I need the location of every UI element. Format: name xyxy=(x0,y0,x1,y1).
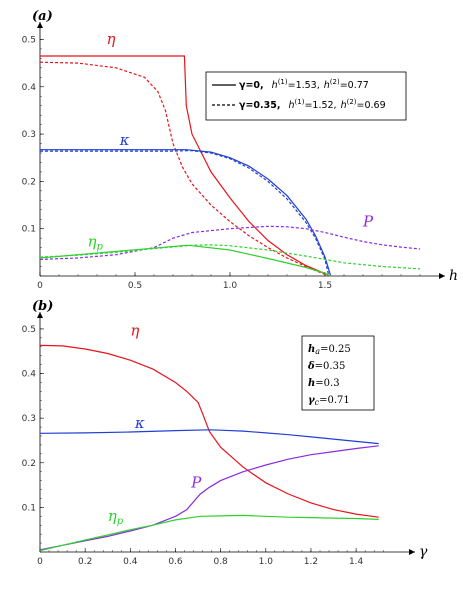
curve-label: η xyxy=(107,30,116,48)
legend-hc2: h xyxy=(324,80,330,91)
x-tick-label: 0.2 xyxy=(78,557,92,567)
y-tick-label: 0.2 xyxy=(22,177,36,187)
x-tick-label: 0.4 xyxy=(123,557,138,567)
y-tick-label: 0.4 xyxy=(22,370,37,380)
curve-label-text: η xyxy=(107,30,116,48)
param-entry: ha=0.25 xyxy=(308,344,351,356)
curve-label-text: η xyxy=(108,507,117,525)
curve-label-text: κ xyxy=(119,131,130,149)
curve-label-sub: p xyxy=(117,516,124,527)
param-value: =0.71 xyxy=(319,395,350,406)
x-tick-label: 0 xyxy=(37,557,43,567)
curve-label-sub: p xyxy=(97,242,104,253)
series-line xyxy=(39,244,421,270)
param-symbol: h xyxy=(308,378,315,389)
param-sub: a xyxy=(315,347,320,356)
panel-label: (a) xyxy=(32,9,53,24)
params-box xyxy=(301,335,375,411)
legend-hc1-val: =1.53, xyxy=(288,80,320,91)
series-line xyxy=(39,514,379,552)
y-tick-label: 0.2 xyxy=(22,459,36,469)
series-line xyxy=(39,445,379,551)
curve-label: P xyxy=(362,212,374,230)
x-axis-label: γ xyxy=(419,544,428,560)
x-tick-label: 0.8 xyxy=(213,557,228,567)
legend-gamma: γ=0.35, xyxy=(239,100,280,111)
curve-label-text: κ xyxy=(134,414,145,432)
x-tick-label: 1.0 xyxy=(223,281,238,291)
y-tick-label: 0.1 xyxy=(22,503,36,513)
panel-b: (b) γ 0 0.2 0.4 0.6 0.8 1.0 1.2 1.4 0.1 0.2 0.3 0.4 0.… xyxy=(22,299,428,567)
series-line xyxy=(40,55,331,277)
param-value: =0.35 xyxy=(315,361,346,372)
param-symbol: γ xyxy=(308,395,315,406)
series-line xyxy=(40,149,330,277)
legend-hc2-sup: (2) xyxy=(347,98,357,106)
y-tick-label: 0.3 xyxy=(22,130,36,140)
x-tick-label: 0.6 xyxy=(168,557,183,567)
y-axis-arrow xyxy=(37,312,43,318)
series-line xyxy=(39,344,379,518)
legend-hc1: h xyxy=(272,80,278,91)
curve-label-text: P xyxy=(362,212,374,230)
legend-hc2-val: =0.77 xyxy=(340,80,369,91)
y-tick-label: 0.5 xyxy=(22,325,36,335)
legend-hc1: h xyxy=(288,100,294,111)
param-symbol: h xyxy=(308,344,315,355)
legend-hc2-val: =0.69 xyxy=(357,100,386,111)
param-symbol: δ xyxy=(307,361,315,372)
legend-entry: γ=0.35, h(1)=1.52, h(2)=0.69 xyxy=(239,98,386,111)
x-axis-arrow xyxy=(409,549,415,555)
x-tick-label: 1.2 xyxy=(304,557,318,567)
curve-label-text: P xyxy=(190,473,202,491)
curve-label: ηp xyxy=(108,507,124,527)
curve-label: ηp xyxy=(88,233,104,253)
param-value: =0.3 xyxy=(315,378,339,389)
curve-label: κ xyxy=(119,131,130,149)
x-axis-arrow xyxy=(439,273,445,279)
panel-label: (b) xyxy=(32,299,53,314)
param-entry: γc=0.71 xyxy=(308,395,350,407)
x-tick-label: 1.0 xyxy=(259,557,274,567)
curve-label-text: η xyxy=(88,233,97,251)
legend-hc1-val: =1.52, xyxy=(304,100,336,111)
series-line xyxy=(39,244,331,277)
curve-label: η xyxy=(130,322,139,340)
y-tick-label: 0.3 xyxy=(22,414,36,424)
x-tick-label: 0.5 xyxy=(128,281,142,291)
x-tick-label: 0 xyxy=(37,281,43,291)
param-sub: c xyxy=(315,398,320,407)
y-tick-label: 0.1 xyxy=(22,225,36,235)
legend-entry: γ=0, h(1)=1.53, h(2)=0.77 xyxy=(239,78,369,91)
legend-hc2-sup: (2) xyxy=(330,78,340,86)
param-entry: h=0.3 xyxy=(308,378,340,389)
param-entry: δ=0.35 xyxy=(307,361,345,372)
series-line xyxy=(39,225,421,260)
legend-hc1-sup: (1) xyxy=(278,78,288,86)
legend-hc1-sup: (1) xyxy=(295,98,305,106)
curve-label-text: η xyxy=(130,322,139,340)
curve-label: κ xyxy=(134,414,145,432)
series-line xyxy=(39,61,330,277)
y-tick-label: 0.4 xyxy=(22,83,37,93)
x-tick-label: 1.4 xyxy=(349,557,364,567)
y-axis-arrow xyxy=(37,22,43,28)
curve-label: P xyxy=(190,473,202,491)
y-tick-label: 0.5 xyxy=(22,35,36,45)
legend-hc2: h xyxy=(341,100,347,111)
x-tick-label: 1.5 xyxy=(318,281,332,291)
legend-gamma: γ=0, xyxy=(239,80,264,91)
legend-box xyxy=(205,71,407,121)
param-value: =0.25 xyxy=(320,344,351,355)
series-line xyxy=(39,429,379,445)
x-axis-label: h xyxy=(449,268,458,284)
series-line xyxy=(40,149,332,277)
